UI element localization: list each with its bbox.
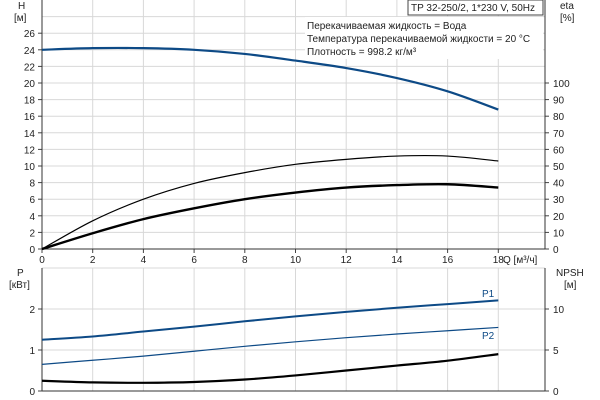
h-tick-label: 12 [24,145,36,156]
eta-tick-label: 60 [553,145,565,156]
annotation-liquid: Перекачиваемая жидкость = Вода [307,21,467,32]
h-tick-label: 20 [24,79,36,90]
eta-tick-label: 40 [553,179,565,190]
eta-tick-label: 90 [553,96,565,107]
p1-power-curve [41,299,499,341]
q-tick-label: 6 [191,255,197,266]
h-tick-label: 0 [29,245,35,256]
q-tick-label: 8 [242,255,248,266]
q-axis-label: Q [м³/ч] [503,255,538,266]
h-tick-label: 24 [24,46,36,57]
eta-tick-label: 0 [553,245,559,256]
q-tick-label: 12 [341,255,353,266]
npsh-tick-label: 0 [553,387,559,398]
h-tick-label: 26 [24,29,36,40]
eta-tick-label: 70 [553,129,565,140]
eta-tick-label: 80 [553,112,565,123]
head-curve [41,46,499,111]
h-tick-label: 10 [24,162,36,173]
h-tick-label: 14 [24,129,36,140]
p-axis-unit: [кВт] [9,280,30,291]
h-tick-label: 6 [29,195,35,206]
p2-series-label: P2 [482,331,495,342]
npsh-axis-unit: [м] [564,280,577,291]
q-tick-label: 18 [493,255,505,266]
q-tick-label: 2 [90,255,96,266]
eta-tick-label: 100 [553,79,570,90]
q-tick-label: 0 [39,255,45,266]
h-tick-label: 18 [24,96,36,107]
chart-title: TP 32-250/2, 1*230 V, 50Hz [411,3,535,14]
npsh-tick-label: 10 [553,305,565,316]
eta-axis-unit: [%] [560,13,575,24]
efficiency-curve-pump [41,182,499,251]
eta-axis-label: eta [560,1,574,12]
h-tick-label: 4 [29,212,35,223]
h-axis-label: H [18,1,25,12]
q-tick-label: 16 [442,255,454,266]
q-tick-label: 4 [141,255,147,266]
title-box [407,0,544,16]
annotation-temperature: Температура перекачиваемой жидкости = 20… [307,34,530,45]
npsh-curve [41,353,499,384]
efficiency-curve-total [41,154,499,250]
p-tick-label: 1 [29,346,35,357]
annotation-box [305,17,543,59]
eta-tick-label: 30 [553,195,565,206]
h-tick-label: 8 [29,179,35,190]
q-tick-label: 14 [391,255,403,266]
annotation-density: Плотность = 998.2 кг/м³ [307,47,417,58]
npsh-tick-label: 5 [553,346,559,357]
eta-tick-label: 10 [553,228,565,239]
p1-series-label: P1 [482,289,495,300]
p-tick-label: 0 [29,387,35,398]
q-tick-label: 10 [290,255,302,266]
h-tick-label: 2 [29,228,35,239]
p-axis-label: P [17,268,24,279]
eta-tick-label: 20 [553,212,565,223]
eta-tick-label: 50 [553,162,565,173]
h-tick-label: 16 [24,112,36,123]
p2-power-curve [41,326,499,365]
npsh-axis-label: NPSH [556,268,584,279]
h-tick-label: 22 [24,62,36,73]
h-axis-unit: [м] [14,13,27,24]
p-tick-label: 2 [29,305,35,316]
